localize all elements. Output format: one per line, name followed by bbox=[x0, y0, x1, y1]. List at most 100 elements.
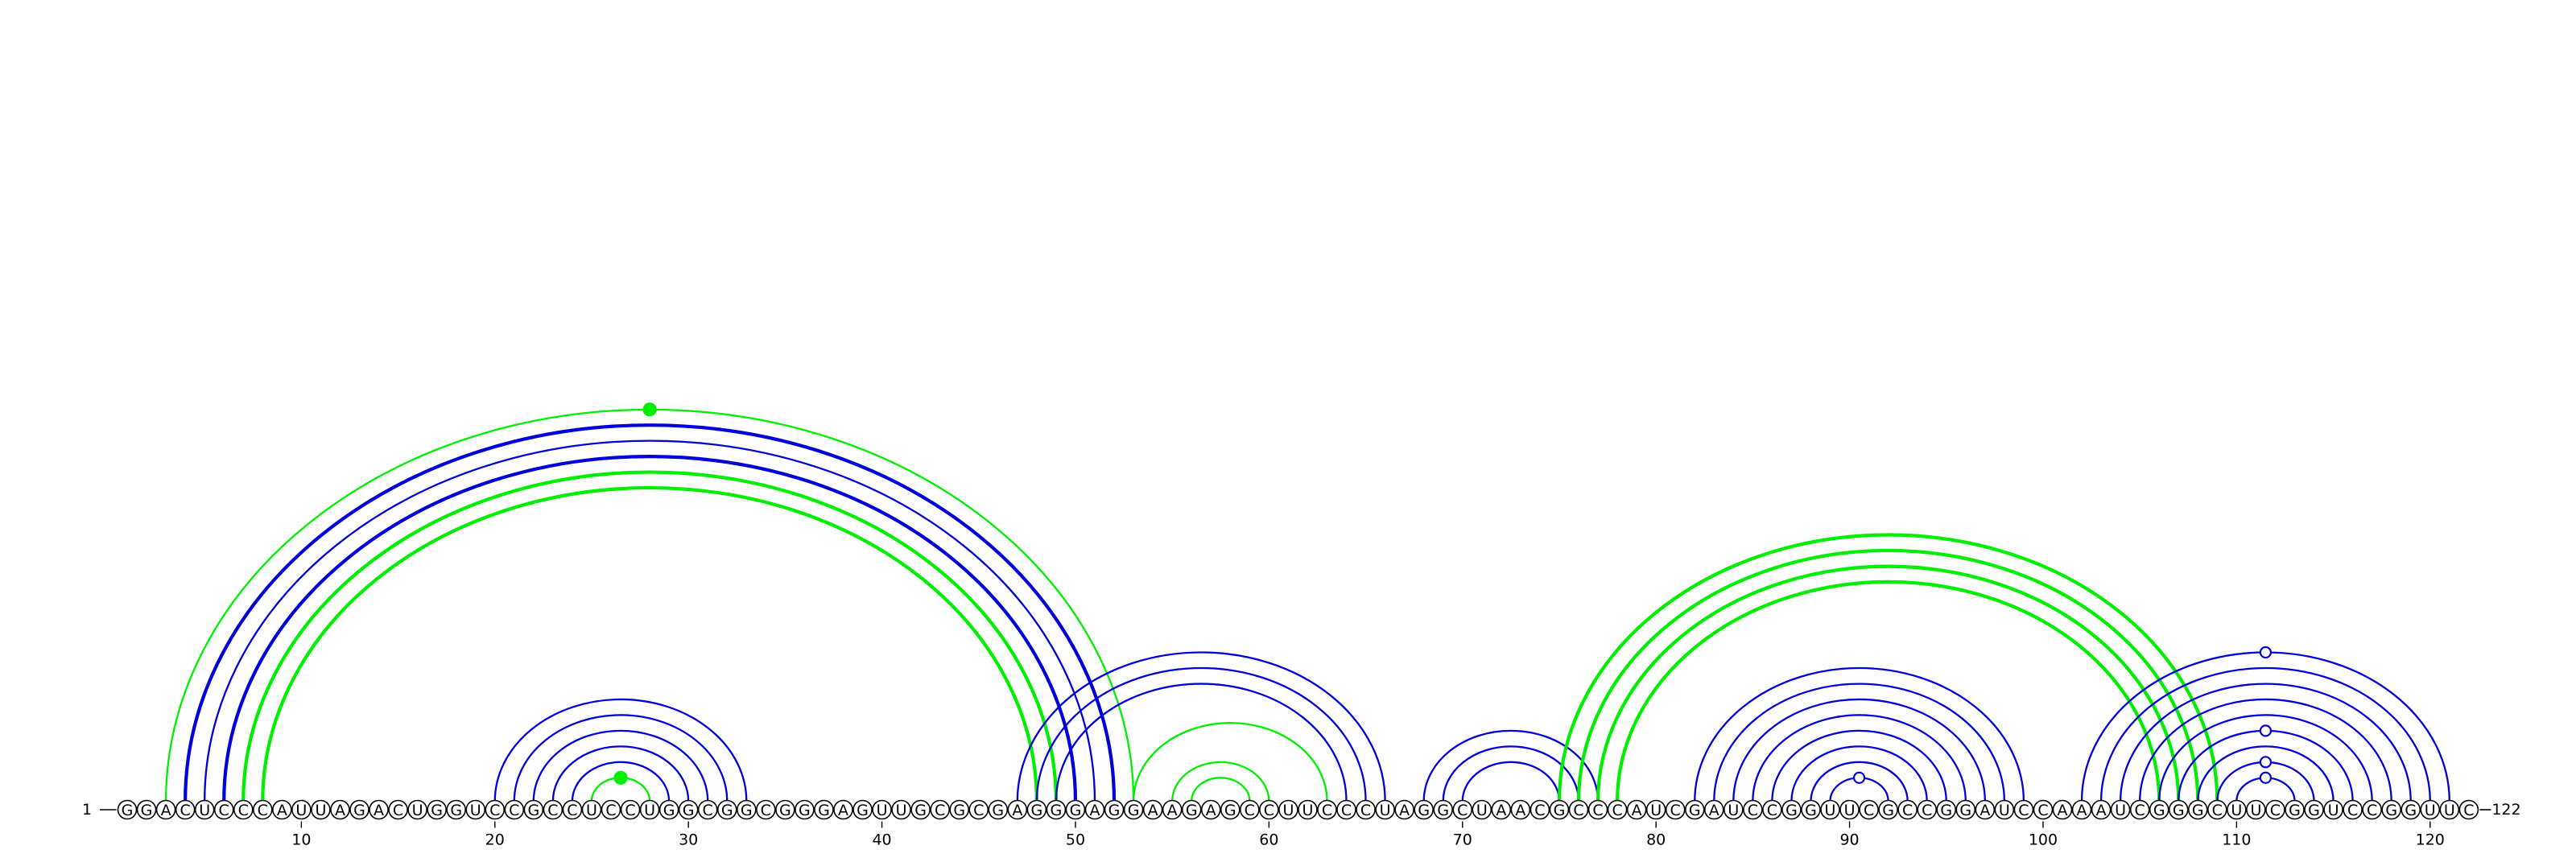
nucleotide-letter: C bbox=[2463, 802, 2474, 819]
nucleotide-letter: G bbox=[1224, 802, 1236, 819]
nucleotide-circle bbox=[949, 799, 970, 820]
nucleotide-circle bbox=[852, 799, 873, 820]
base-pair-arc-6-50 bbox=[222, 455, 1078, 802]
arc-marker-3 bbox=[1852, 771, 1866, 784]
nucleotide-circle bbox=[910, 799, 931, 820]
base-pair-arc-76-108 bbox=[1576, 548, 2200, 802]
arc-layer bbox=[164, 408, 2450, 802]
nucleotide-letter: A bbox=[2077, 802, 2087, 819]
nucleotide-letter: C bbox=[1322, 802, 1332, 819]
nucleotide-letter: G bbox=[2385, 802, 2397, 819]
nucleotide-42: G bbox=[910, 799, 931, 820]
nucleotide-circle bbox=[639, 799, 660, 820]
nucleotide-letter: G bbox=[2192, 802, 2204, 819]
nucleotide-46: G bbox=[988, 799, 1009, 820]
nucleotide-circle bbox=[407, 799, 427, 820]
nucleotide-letter: U bbox=[1825, 802, 1836, 819]
base-pair-arc-8-48 bbox=[261, 486, 1038, 802]
nucleotide-circle bbox=[930, 799, 950, 820]
nucleotide-61: U bbox=[1278, 799, 1298, 820]
nucleotide-circle bbox=[2071, 799, 2092, 820]
nucleotide-letter: U bbox=[470, 802, 481, 819]
nucleotide-letter: C bbox=[2367, 802, 2377, 819]
base-pair-arc-20-33 bbox=[493, 698, 748, 802]
nucleotide-letter: U bbox=[1282, 802, 1294, 819]
nucleotide-letter: C bbox=[2347, 802, 2358, 819]
nucleotide-letter: G bbox=[2153, 802, 2165, 819]
nucleotide-letter: U bbox=[1650, 802, 1662, 819]
nucleotide-letter: U bbox=[586, 802, 597, 819]
nucleotide-32: G bbox=[716, 799, 737, 820]
nucleotide-letter: G bbox=[527, 802, 539, 819]
nucleotide-circle bbox=[465, 799, 486, 820]
tick-label-100: 100 bbox=[2029, 831, 2058, 849]
nucleotide-circle bbox=[1491, 799, 1512, 820]
nucleotide-circle bbox=[2013, 799, 2034, 820]
sequence-start-label: 1 bbox=[82, 801, 92, 819]
nucleotide-16: U bbox=[407, 799, 427, 820]
base-pair-arc-70-75 bbox=[1461, 761, 1561, 802]
base-pair-arc-4-52 bbox=[184, 423, 1117, 802]
nucleotide-circle bbox=[601, 799, 621, 820]
nucleotide-letter: C bbox=[1767, 802, 1777, 819]
tick-label-40: 40 bbox=[872, 831, 891, 849]
nucleotide-114: G bbox=[2304, 799, 2324, 820]
nucleotide-circle bbox=[2168, 799, 2189, 820]
nucleotide-circle bbox=[1975, 799, 1996, 820]
base-pair-arc-5-51 bbox=[204, 439, 1096, 802]
nucleotide-letter: C bbox=[2135, 802, 2145, 819]
nucleotide-circle bbox=[1026, 799, 1047, 820]
nucleotide-47: A bbox=[1007, 799, 1028, 820]
nucleotide-letter: A bbox=[1090, 802, 1100, 819]
nucleotide-letter: C bbox=[1457, 802, 1468, 819]
nucleotide-letter: U bbox=[2328, 802, 2339, 819]
base-pair-arc-103-120 bbox=[2099, 666, 2431, 802]
nucleotide-circle bbox=[233, 799, 254, 820]
nucleotide-letter: U bbox=[1728, 802, 1739, 819]
nucleotide-letter: A bbox=[374, 802, 384, 819]
nucleotide-circle bbox=[1878, 799, 1898, 820]
tick-label-120: 120 bbox=[2416, 831, 2445, 849]
nucleotide-circle bbox=[175, 799, 196, 820]
nucleotide-121: U bbox=[2439, 799, 2460, 820]
nucleotide-circle bbox=[562, 799, 583, 820]
nucleotide-48: G bbox=[1026, 799, 1047, 820]
nucleotide-100: C bbox=[2033, 799, 2054, 820]
nucleotide-circle bbox=[2110, 799, 2131, 820]
nucleotide-letter: U bbox=[1302, 802, 1313, 819]
nucleotide-73: A bbox=[1510, 799, 1531, 820]
nucleotide-58: G bbox=[1220, 799, 1241, 820]
nucleotide-92: G bbox=[1878, 799, 1898, 820]
nucleotide-84: U bbox=[1724, 799, 1744, 820]
nucleotide-circle bbox=[1317, 799, 1337, 820]
nucleotide-75: G bbox=[1549, 799, 1570, 820]
nucleotide-99: C bbox=[2013, 799, 2034, 820]
nucleotide-25: U bbox=[581, 799, 602, 820]
base-pair-arc-53-63 bbox=[1132, 721, 1328, 802]
nucleotide-circle bbox=[427, 799, 447, 820]
nucleotide-circle bbox=[1510, 799, 1531, 820]
nucleotide-circle bbox=[523, 799, 544, 820]
nucleotide-letter: G bbox=[1785, 802, 1798, 819]
nucleotide-112: C bbox=[2265, 799, 2285, 820]
nucleotide-68: G bbox=[1414, 799, 1434, 820]
nucleotide-letter: U bbox=[315, 802, 326, 819]
nucleotide-49: G bbox=[1046, 799, 1067, 820]
base-pair-arc-47-66 bbox=[1016, 651, 1386, 802]
nucleotide-circle bbox=[716, 799, 737, 820]
nucleotide-circle bbox=[2323, 799, 2343, 820]
nucleotide-81: C bbox=[1665, 799, 1686, 820]
nucleotide-83: A bbox=[1703, 799, 1724, 820]
nucleotide-letter: G bbox=[1554, 802, 1566, 819]
nucleotide-circle bbox=[1046, 799, 1067, 820]
nucleotide-letter: G bbox=[1051, 802, 1063, 819]
nucleotide-18: G bbox=[446, 799, 466, 820]
nucleotide-79: A bbox=[1626, 799, 1647, 820]
nucleotide-70: C bbox=[1452, 799, 1473, 820]
nucleotide-letter: G bbox=[1108, 802, 1121, 819]
nucleotide-circle bbox=[795, 799, 815, 820]
nucleotide-letter: C bbox=[1573, 802, 1583, 819]
nucleotide-circle bbox=[1801, 799, 1821, 820]
nucleotide-113: G bbox=[2285, 799, 2305, 820]
